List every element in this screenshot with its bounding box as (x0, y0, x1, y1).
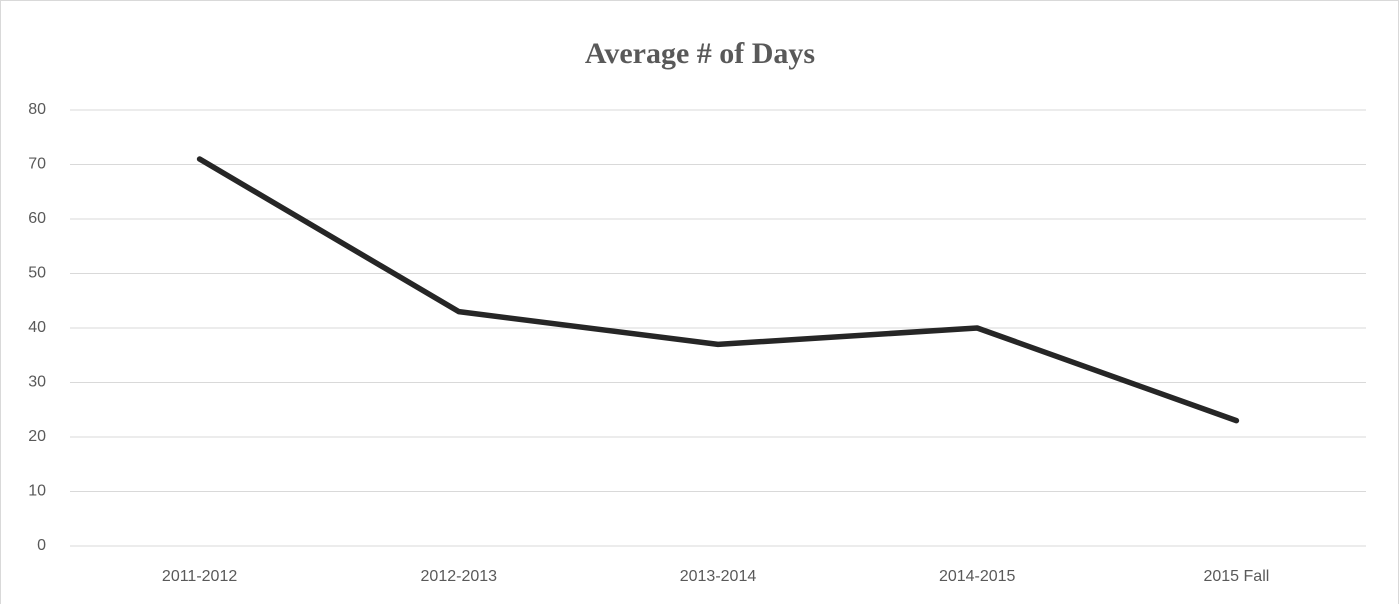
chart-title: Average # of Days (585, 37, 815, 70)
y-tick-label: 10 (28, 483, 46, 500)
y-tick-label: 70 (28, 156, 46, 173)
x-tick-label: 2012-2013 (421, 568, 498, 585)
y-tick-label: 60 (28, 210, 46, 227)
x-tick-label: 2014-2015 (939, 568, 1016, 585)
y-tick-label: 50 (28, 265, 46, 282)
x-tick-label: 2011-2012 (162, 568, 237, 585)
x-tick-label: 2015 Fall (1203, 568, 1269, 585)
y-tick-label: 0 (37, 537, 46, 554)
y-tick-label: 20 (28, 428, 46, 445)
x-tick-label: 2013-2014 (680, 568, 757, 585)
y-tick-label: 40 (28, 319, 46, 336)
data-line (196, 156, 1240, 424)
y-tick-label: 30 (28, 374, 46, 391)
y-tick-label: 80 (28, 101, 46, 118)
